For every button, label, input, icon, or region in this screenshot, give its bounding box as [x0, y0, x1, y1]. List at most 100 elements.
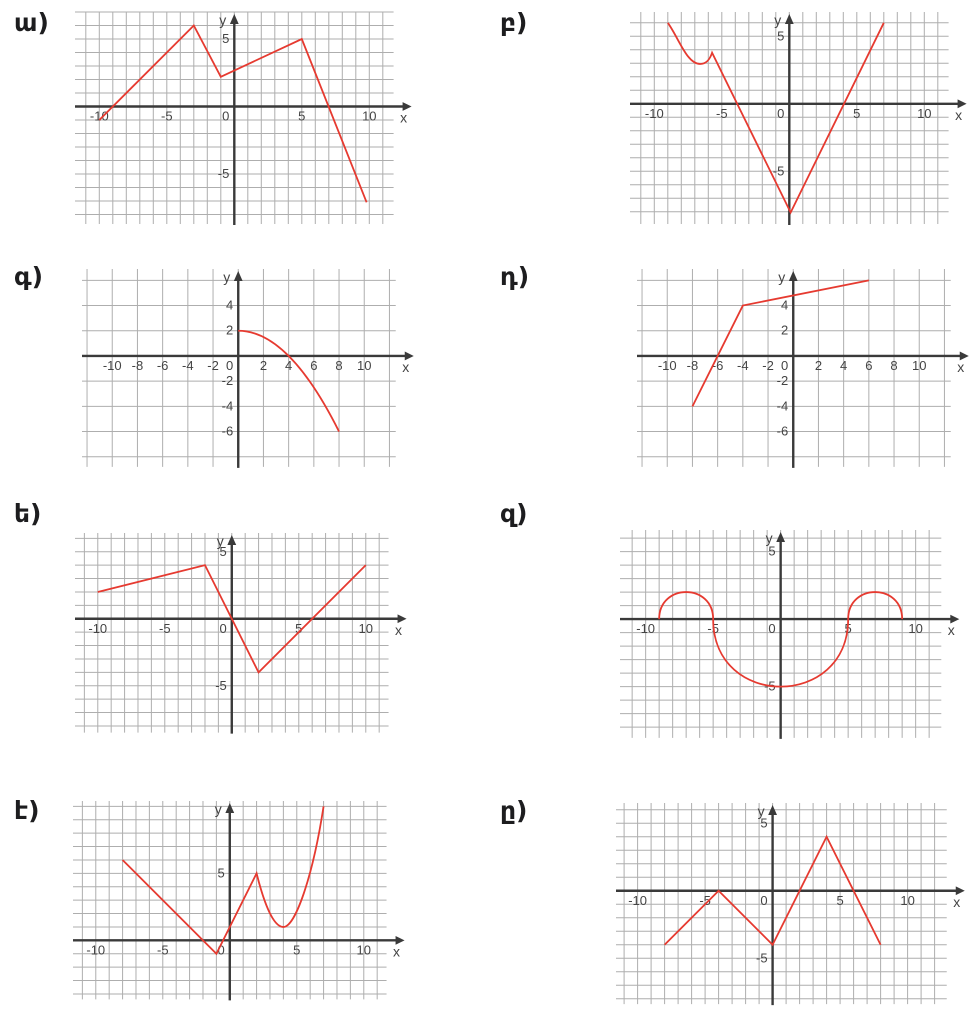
- x-tick-label: -10: [645, 106, 664, 121]
- y-axis-label: y: [217, 533, 224, 549]
- x-tick-label: -10: [88, 621, 107, 636]
- x-axis-label: x: [957, 359, 964, 375]
- x-tick-label: -5: [699, 893, 711, 908]
- x-tick-label: -6: [157, 358, 169, 373]
- x-tick-label: 6: [865, 358, 872, 373]
- y-axis-arrow: [229, 14, 239, 24]
- x-tick-label: 5: [298, 109, 305, 124]
- y-tick-label: 5: [768, 544, 775, 559]
- origin-label: 0: [781, 358, 788, 373]
- x-tick-label: -10: [90, 109, 109, 124]
- y-tick-label: -4: [222, 398, 234, 413]
- y-axis-label: y: [758, 803, 765, 819]
- x-tick-label: -10: [636, 621, 655, 636]
- x-axis-arrow: [955, 886, 965, 896]
- origin-label: 0: [768, 621, 775, 636]
- chart-label-e7: է): [14, 796, 40, 825]
- x-tick-label: 5: [293, 942, 300, 957]
- origin-label: 0: [760, 893, 767, 908]
- x-tick-label: 6: [310, 358, 317, 373]
- x-tick-label: 4: [840, 358, 847, 373]
- x-axis-label: x: [953, 894, 960, 910]
- chart-label-d: դ): [500, 262, 530, 291]
- chart-label-y8: ը): [500, 796, 528, 825]
- x-axis-label: x: [400, 110, 407, 126]
- origin-label: 0: [222, 109, 229, 124]
- y-axis-label: y: [223, 269, 230, 285]
- x-tick-label: -5: [716, 106, 728, 121]
- x-tick-label: -10: [628, 893, 647, 908]
- x-tick-label: 5: [853, 106, 860, 121]
- x-axis-arrow: [395, 935, 405, 945]
- function-plot-b: x y 0 -10 -5 5 10 5 -5: [630, 12, 967, 225]
- y-axis-label: y: [778, 269, 785, 285]
- function-curve: [238, 329, 340, 432]
- x-axis-arrow: [402, 102, 412, 111]
- x-tick-label: -10: [103, 358, 122, 373]
- y-tick-label: -5: [756, 950, 768, 965]
- x-axis-label: x: [955, 107, 962, 123]
- x-tick-label: -2: [207, 358, 219, 373]
- x-tick-label: -8: [132, 358, 144, 373]
- chart-label-g: գ): [14, 262, 44, 291]
- origin-label: 0: [226, 358, 233, 373]
- y-tick-label: 2: [781, 323, 788, 338]
- origin-label: 0: [220, 621, 227, 636]
- function-plot-z: xy0-10 -5 5 105-5: [620, 530, 960, 739]
- y-tick-label: -2: [777, 373, 789, 388]
- x-axis-label: x: [393, 943, 400, 959]
- x-tick-label: -5: [157, 942, 169, 957]
- x-tick-label: 10: [900, 893, 914, 908]
- origin-label: 0: [218, 942, 225, 957]
- function-plot-a: x y 0 -10 -5 5 10 5 -5: [75, 11, 412, 225]
- x-tick-label: -10: [86, 942, 105, 957]
- x-tick-label: -5: [161, 109, 173, 124]
- x-tick-label: 10: [357, 358, 371, 373]
- x-tick-label: 10: [357, 942, 371, 957]
- x-tick-label: -5: [159, 621, 171, 636]
- chart-label-z: զ): [500, 499, 528, 528]
- chart-label-e: ե): [14, 499, 42, 528]
- x-axis-arrow: [404, 351, 414, 361]
- function-plot-e: x y 0 -10 -5 5 10 5 -5: [75, 533, 407, 734]
- y-axis-label: y: [774, 12, 781, 28]
- y-tick-label: -6: [777, 424, 789, 439]
- chart-label-a: ա): [14, 8, 49, 37]
- function-curve: [663, 834, 882, 947]
- x-axis-arrow: [957, 99, 967, 109]
- x-tick-label: 10: [908, 621, 922, 636]
- x-axis-label: x: [948, 622, 955, 638]
- y-tick-label: 5: [218, 865, 225, 880]
- function-curve: [121, 806, 325, 956]
- y-axis-arrow: [225, 803, 235, 813]
- x-tick-label: -2: [762, 358, 774, 373]
- x-axis-arrow: [959, 351, 969, 361]
- function-plot-g: x y 0 -10 -8 -6 -4 -2 2 4 6 8 10 4 2 -2 -4 -6: [82, 269, 414, 468]
- function-plot-d: x y 0 -10 -8 -6 -4 -2 2 4 6 8 10 4 2 -2 -4 -6: [637, 269, 969, 468]
- function-curve: [98, 23, 368, 203]
- y-tick-label: -6: [222, 424, 234, 439]
- x-axis-arrow: [950, 614, 960, 624]
- function-curve: [667, 22, 885, 215]
- x-tick-label: 8: [335, 358, 342, 373]
- y-axis-label: y: [766, 530, 773, 546]
- y-tick-label: 4: [781, 298, 788, 313]
- y-tick-label: 4: [226, 298, 233, 313]
- x-tick-label: 10: [359, 621, 373, 636]
- function-curve: [658, 591, 904, 688]
- origin-label: 0: [777, 106, 784, 121]
- y-axis-arrow: [233, 271, 243, 281]
- x-tick-label: -4: [182, 358, 194, 373]
- x-axis-label: x: [395, 622, 402, 638]
- y-axis-label: y: [219, 12, 226, 28]
- x-tick-label: 10: [912, 358, 926, 373]
- y-axis-arrow: [768, 805, 777, 815]
- y-axis-arrow: [227, 535, 237, 545]
- x-tick-label: 2: [260, 358, 267, 373]
- y-axis-arrow: [784, 14, 794, 24]
- x-tick-label: 5: [836, 893, 843, 908]
- x-tick-label: 4: [285, 358, 292, 373]
- x-tick-label: -6: [712, 358, 724, 373]
- chart-label-b: բ): [500, 8, 528, 37]
